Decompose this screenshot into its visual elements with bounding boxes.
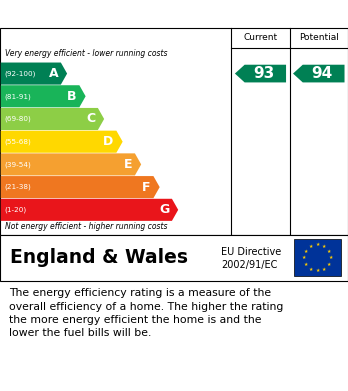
Text: ★: ★ — [329, 255, 333, 260]
Text: Very energy efficient - lower running costs: Very energy efficient - lower running co… — [5, 49, 168, 58]
Polygon shape — [1, 131, 122, 153]
Text: England & Wales: England & Wales — [10, 248, 188, 267]
Text: ★: ★ — [315, 268, 320, 273]
Polygon shape — [293, 65, 345, 83]
Text: Potential: Potential — [299, 34, 339, 43]
Polygon shape — [1, 63, 67, 84]
Text: G: G — [159, 203, 169, 216]
Text: A: A — [48, 67, 58, 80]
Text: C: C — [86, 113, 95, 126]
Polygon shape — [1, 199, 178, 221]
Bar — [294, 239, 341, 276]
Text: 94: 94 — [311, 66, 332, 81]
Text: Not energy efficient - higher running costs: Not energy efficient - higher running co… — [5, 222, 168, 231]
Text: (21-38): (21-38) — [4, 184, 31, 190]
Polygon shape — [1, 85, 86, 107]
Text: (1-20): (1-20) — [4, 206, 26, 213]
Polygon shape — [1, 153, 141, 176]
Text: E: E — [124, 158, 132, 171]
Polygon shape — [1, 176, 160, 198]
Text: D: D — [103, 135, 113, 148]
Text: (55-68): (55-68) — [4, 138, 31, 145]
Text: ★: ★ — [304, 262, 308, 267]
Text: 2002/91/EC: 2002/91/EC — [221, 260, 277, 269]
Polygon shape — [235, 65, 286, 83]
Text: ★: ★ — [322, 267, 326, 272]
Text: ★: ★ — [327, 262, 331, 267]
Text: 93: 93 — [253, 66, 274, 81]
Text: ★: ★ — [315, 242, 320, 247]
Text: ★: ★ — [309, 267, 313, 272]
Text: ★: ★ — [322, 244, 326, 249]
Text: ★: ★ — [309, 244, 313, 249]
Text: F: F — [142, 181, 151, 194]
Text: EU Directive: EU Directive — [221, 247, 281, 257]
Text: Energy Efficiency Rating: Energy Efficiency Rating — [9, 7, 230, 22]
Text: ★: ★ — [304, 249, 308, 253]
Text: (92-100): (92-100) — [4, 70, 35, 77]
Text: (81-91): (81-91) — [4, 93, 31, 100]
Text: (69-80): (69-80) — [4, 116, 31, 122]
Text: Current: Current — [243, 34, 278, 43]
Text: ★: ★ — [302, 255, 307, 260]
Text: ★: ★ — [327, 249, 331, 253]
Polygon shape — [1, 108, 104, 130]
Text: B: B — [67, 90, 77, 103]
Text: The energy efficiency rating is a measure of the
overall efficiency of a home. T: The energy efficiency rating is a measur… — [9, 289, 283, 338]
Text: (39-54): (39-54) — [4, 161, 31, 168]
